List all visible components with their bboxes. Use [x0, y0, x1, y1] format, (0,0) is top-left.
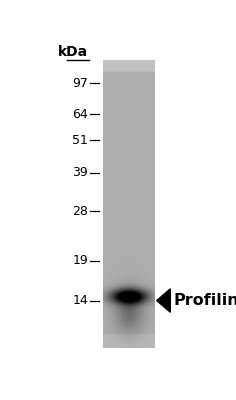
Text: 51: 51: [72, 134, 88, 147]
Text: 14: 14: [72, 294, 88, 307]
Polygon shape: [157, 289, 170, 312]
Text: 39: 39: [72, 166, 88, 179]
Text: kDa: kDa: [58, 45, 88, 59]
Text: 97: 97: [72, 77, 88, 90]
Text: 64: 64: [72, 108, 88, 121]
Text: 28: 28: [72, 205, 88, 218]
Text: 19: 19: [72, 254, 88, 267]
Text: Profilin: Profilin: [174, 293, 236, 308]
